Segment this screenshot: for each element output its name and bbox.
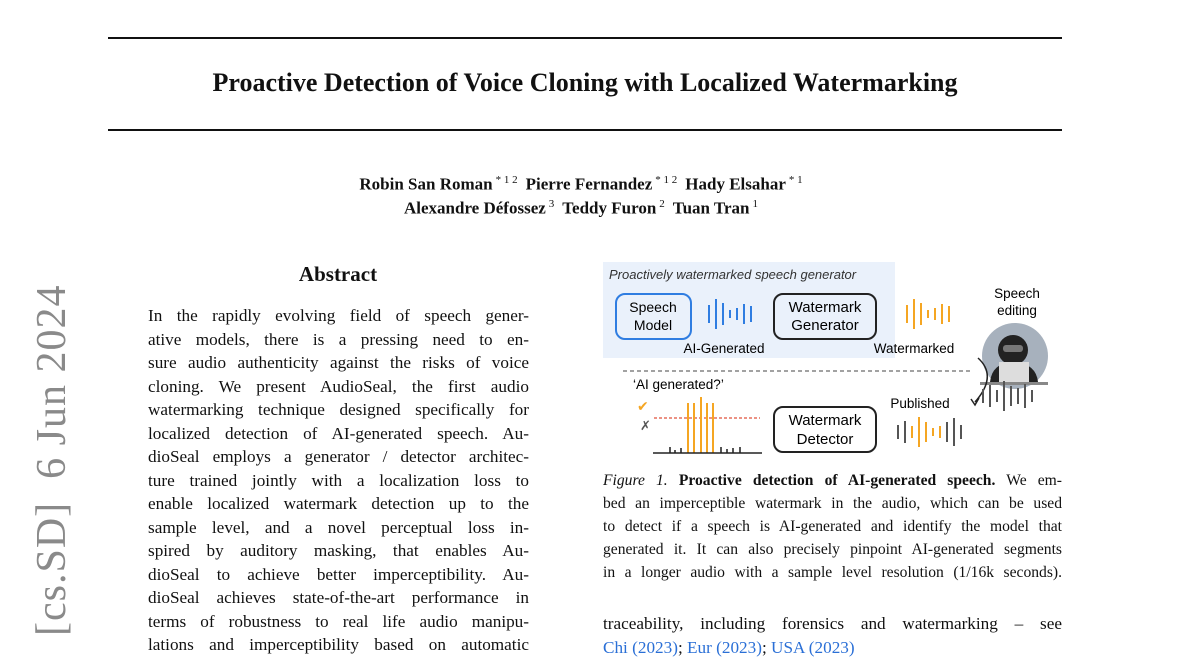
abstract-line: In the rapidly evolving field of speech … (148, 304, 529, 328)
abstract-line: dioSeal employs a generator / detector a… (148, 445, 529, 469)
detector-label-1: Watermark (789, 412, 862, 429)
abstract-line: dioSeal achieves state-of-the-art perfor… (148, 586, 529, 610)
top-rule (108, 37, 1062, 39)
caption-line: generated it. It can also precisely pinp… (603, 538, 1062, 561)
abstract-text: In the rapidly evolving field of speech … (148, 304, 529, 657)
check-icon: ✔ (637, 398, 649, 414)
author-name: Teddy Furon (562, 199, 656, 218)
abstract-line: sample level, and a novel perceptual los… (148, 516, 529, 540)
author-affiliation: 1 (753, 198, 759, 210)
cross-icon: ✗ (640, 418, 651, 433)
abstract-line: ture trained jointly with a localization… (148, 469, 529, 493)
speech-model-label-1: Speech (629, 299, 676, 315)
published-label: Published (890, 396, 949, 411)
abstract-line: localized detection of AI-generated spee… (148, 422, 529, 446)
caption-line: to detect if a speech is AI-generated an… (603, 515, 1062, 538)
paper-title: Proactive Detection of Voice Cloning wit… (108, 68, 1062, 98)
author-name: Pierre Fernandez (526, 175, 653, 194)
abstract-line: lations and imperceptibility based on au… (148, 633, 529, 657)
abstract-line: spired by auditory masking, that enables… (148, 539, 529, 563)
caption-line: Figure 1. Proactive detection of AI-gene… (603, 469, 1062, 492)
author-name: Robin San Roman (359, 175, 492, 194)
author-name: Tuan Tran (673, 199, 750, 218)
generator-label-2: Generator (791, 317, 859, 334)
abstract-line: ative models, there is a pressing need t… (148, 328, 529, 352)
watermarked-label: Watermarked (874, 341, 955, 356)
author-affiliation: 3 (549, 198, 555, 210)
author-name: Hady Elsahar (685, 175, 786, 194)
ref-link[interactable]: Eur (2023) (687, 638, 762, 657)
abstract-heading: Abstract (148, 262, 528, 287)
panel-title: Proactively watermarked speech generator (609, 267, 857, 282)
ai-generated-question: ‘AI generated?’ (633, 377, 724, 392)
ai-generated-label: AI-Generated (683, 341, 764, 356)
author-affiliation: 2 (659, 198, 665, 210)
author-name: Alexandre Défossez (404, 199, 546, 218)
generator-label-1: Watermark (789, 299, 862, 316)
title-bottom-rule (108, 129, 1062, 131)
speech-editing-label-2: editing (997, 303, 1037, 318)
caption-line: in a longer audio with a sample level re… (603, 561, 1062, 584)
figure-caption: Figure 1. Proactive detection of AI-gene… (603, 469, 1062, 584)
abstract-line: enable localized watermark detection up … (148, 492, 529, 516)
speech-editing-label-1: Speech (994, 286, 1040, 301)
author-affiliation: * 1 (789, 174, 803, 186)
author-affiliation: * 1 2 (496, 174, 518, 186)
abstract-line: terms of robustness to real life audio m… (148, 610, 529, 634)
caption-text: We em- (1006, 472, 1062, 489)
abstract-line: cloning. We present AudioSeal, the first… (148, 375, 529, 399)
caption-label: Figure 1. (603, 472, 668, 489)
author-affiliation: * 1 2 (655, 174, 677, 186)
speech-model-label-2: Model (634, 317, 672, 333)
abstract-line: watermarking technique designed specific… (148, 398, 529, 422)
figure-1: Proactively watermarked speech generator… (600, 258, 1060, 458)
body-text: traceability, including forensics and wa… (603, 612, 1062, 659)
detection-bars (670, 397, 740, 453)
reference-links: Chi (2023); Eur (2023); USA (2023) (603, 636, 1062, 659)
abstract-line: dioSeal to achieve better imperceptibili… (148, 563, 529, 587)
caption-title: Proactive detection of AI-generated spee… (679, 472, 996, 489)
ref-link[interactable]: Chi (2023) (603, 638, 678, 657)
published-waveform (898, 417, 961, 447)
watermarked-waveform (907, 299, 949, 329)
abstract-line: sure audio authenticity against the risk… (148, 351, 529, 375)
body-line: traceability, including forensics and wa… (603, 612, 1062, 636)
detector-label-2: Detector (797, 431, 854, 448)
caption-line: bed an imperceptible watermark in the au… (603, 492, 1062, 515)
hacker-icon (980, 323, 1048, 389)
ref-link[interactable]: USA (2023) (771, 638, 855, 657)
arxiv-stamp: [cs.SD] 6 Jun 2024 (28, 285, 76, 637)
